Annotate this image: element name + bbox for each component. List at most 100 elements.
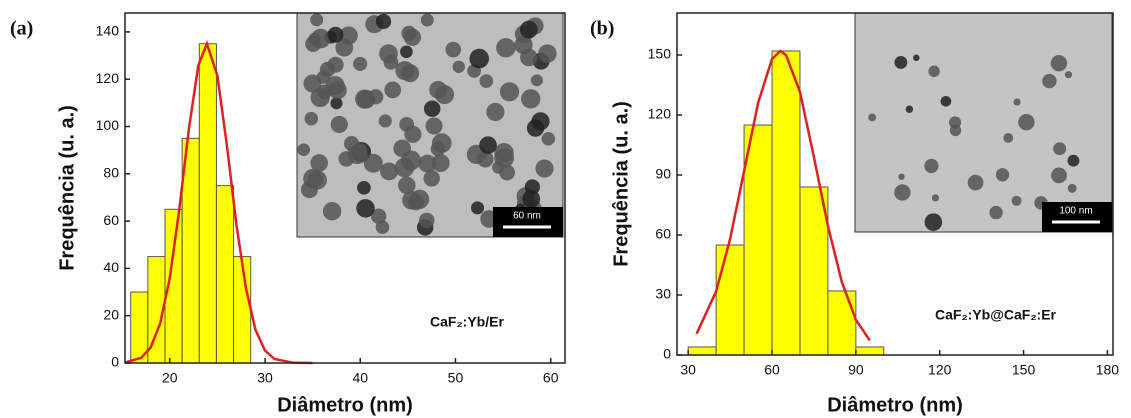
particle: [370, 208, 387, 224]
particle: [357, 180, 371, 195]
particle: [380, 162, 399, 181]
x-tick-label: 40: [352, 370, 368, 386]
fit-curve: [124, 40, 313, 365]
particle: [989, 205, 1003, 220]
particle: [479, 74, 494, 88]
bar: [855, 346, 885, 356]
y-tick-label: 150: [648, 46, 672, 62]
particle: [940, 95, 952, 107]
particle: [1003, 133, 1014, 143]
y-tick-label: 120: [648, 106, 672, 122]
particle: [469, 48, 490, 69]
particle: [541, 131, 556, 146]
particle: [445, 41, 462, 58]
x-tick-label: 120: [928, 362, 952, 378]
x-tick-label: 30: [680, 362, 696, 378]
particle: [967, 174, 984, 191]
particle: [538, 44, 557, 63]
x-axis-label: Diâmetro (nm): [827, 394, 963, 416]
annotation: CaF₂:Yb/Er: [430, 314, 504, 330]
particle: [319, 61, 336, 78]
y-tick-label: 120: [96, 70, 120, 86]
y-axis-label: Frequência (u. a.): [610, 101, 632, 267]
bar: [743, 124, 773, 356]
particle: [330, 115, 348, 134]
particle: [404, 125, 422, 143]
particle: [434, 85, 455, 105]
particle: [496, 38, 516, 58]
particle: [1067, 183, 1077, 193]
plot-frame: [124, 12, 566, 364]
x-axis-label: Diâmetro (nm): [277, 394, 413, 416]
particle: [494, 143, 514, 163]
particle: [356, 199, 375, 218]
particle: [905, 105, 914, 113]
particle: [303, 74, 322, 93]
particle: [363, 153, 383, 173]
particle: [402, 190, 421, 210]
particle: [1042, 73, 1057, 89]
plot-frame: [676, 12, 1114, 356]
particle: [353, 56, 368, 71]
particle: [400, 45, 413, 59]
particle: [384, 81, 402, 99]
y-tick-label: 30: [655, 286, 671, 302]
particle: [1018, 113, 1035, 131]
bar: [215, 185, 235, 364]
panel-label: (b): [590, 18, 614, 40]
particle: [304, 111, 319, 126]
particle: [499, 164, 515, 181]
y-tick-label: 0: [111, 354, 119, 370]
particle: [1050, 55, 1068, 72]
y-tick-label: 20: [103, 306, 119, 322]
scale-bar-label: 100 nm: [1059, 206, 1092, 217]
particle: [418, 154, 437, 173]
particle: [327, 26, 344, 43]
particle: [520, 48, 538, 67]
particle: [477, 150, 494, 168]
particle: [308, 32, 321, 46]
bar: [233, 256, 252, 364]
particle: [948, 116, 962, 129]
y-tick-label: 100: [96, 117, 120, 133]
particle: [419, 212, 435, 229]
particle: [420, 13, 434, 27]
particle: [1067, 154, 1080, 167]
particle: [898, 173, 905, 180]
y-tick-label: 80: [103, 165, 119, 181]
particle: [522, 189, 541, 208]
particle: [431, 133, 452, 153]
particle: [378, 114, 392, 128]
panel-label: (a): [10, 18, 33, 40]
scale-bar-label: 60 nm: [513, 211, 541, 222]
particle: [452, 60, 465, 73]
particle: [431, 153, 450, 173]
particle: [521, 89, 541, 109]
x-tick-label: 50: [448, 370, 464, 386]
particle: [1013, 98, 1021, 106]
particle: [535, 159, 554, 178]
particle: [931, 194, 940, 202]
particle: [1011, 195, 1022, 206]
x-tick-label: 90: [848, 362, 864, 378]
annotation: CaF₂:Yb@CaF₂:Er: [935, 307, 1057, 323]
y-tick-label: 40: [103, 259, 119, 275]
y-axis-label: Frequência (u. a.): [56, 105, 78, 271]
scale-bar-box: [1042, 202, 1112, 232]
particle: [1064, 71, 1073, 79]
particle: [339, 26, 358, 45]
x-tick-label: 60: [764, 362, 780, 378]
particle: [328, 81, 347, 100]
particle: [928, 65, 940, 78]
particle: [297, 143, 311, 157]
x-tick-label: 180: [1096, 362, 1120, 378]
particle: [423, 100, 441, 117]
x-tick-label: 20: [162, 370, 178, 386]
particle: [995, 168, 1010, 182]
particle: [401, 25, 417, 41]
y-tick-label: 90: [655, 166, 671, 182]
particle: [486, 102, 505, 122]
particle: [894, 184, 911, 201]
particle: [330, 97, 343, 110]
